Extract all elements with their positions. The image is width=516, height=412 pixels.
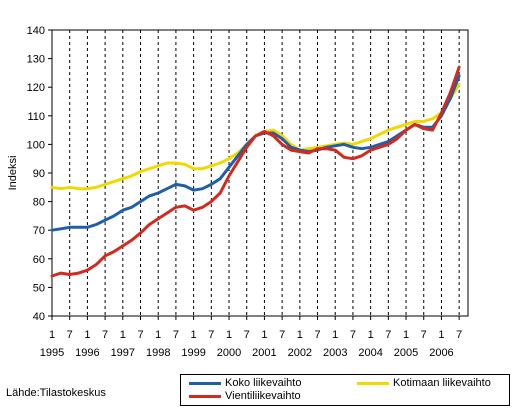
x-tick-label-month: 7: [67, 329, 73, 341]
y-tick-label: 120: [27, 82, 45, 94]
x-tick-label-year: 2003: [323, 347, 347, 359]
x-tick-label-year: 1997: [111, 347, 135, 359]
x-tick-label-month: 1: [49, 329, 55, 341]
legend-label-koko: Koko liikevaihto: [225, 377, 302, 389]
x-tick-label-month: 1: [191, 329, 197, 341]
y-tick-label: 130: [27, 54, 45, 66]
legend-label-kotimaan: Kotimaan liikevaihto: [393, 377, 491, 389]
y-axis-label: Indeksi: [7, 156, 19, 191]
legend-item-vienti: Vientiliikevaihto: [189, 390, 301, 402]
x-tick-label-month: 7: [456, 329, 462, 341]
x-tick-label-year: 2002: [288, 347, 312, 359]
x-tick-label-month: 7: [137, 329, 143, 341]
series-line-vienti: [50, 65, 461, 278]
x-tick-label-month: 1: [332, 329, 338, 341]
x-tick-label-year: 1996: [75, 347, 99, 359]
x-tick-label-year: 2005: [394, 347, 418, 359]
y-tick-label: 110: [27, 111, 45, 123]
x-tick-label-year: 1995: [40, 347, 64, 359]
x-tick-label-month: 7: [208, 329, 214, 341]
x-tick-label-year: 2001: [252, 347, 276, 359]
x-tick-label-month: 1: [368, 329, 374, 341]
x-tick-label-month: 7: [385, 329, 391, 341]
y-axis: 40 50 60 70 80 90 100 110 120 130 140: [27, 25, 52, 323]
x-tick-label-month: 7: [279, 329, 285, 341]
x-tick-label-year: 2004: [358, 347, 382, 359]
legend-label-vienti: Vientiliikevaihto: [225, 390, 301, 402]
x-tick-label-month: 1: [120, 329, 126, 341]
x-tick-label-year: 2000: [217, 347, 241, 359]
x-tick-label-month: 1: [261, 329, 267, 341]
x-tick-label-year: 2006: [429, 347, 453, 359]
legend-swatch-kotimaan: [357, 381, 389, 385]
x-tick-label-month: 7: [314, 329, 320, 341]
y-tick-label: 140: [27, 25, 45, 37]
y-tick-label: 70: [33, 225, 45, 237]
y-tick-label: 40: [33, 311, 45, 323]
x-tick-label-month: 1: [297, 329, 303, 341]
x-tick-label-month: 7: [244, 329, 250, 341]
legend: Koko liikevaihto Kotimaan liikevaihto Vi…: [180, 374, 510, 406]
x-tick-label-month: 1: [403, 329, 409, 341]
legend-swatch-koko: [189, 381, 221, 385]
series-line-koko: [50, 74, 461, 232]
y-tick-label: 100: [27, 139, 45, 151]
legend-swatch-vienti: [189, 394, 221, 398]
x-tick-label-month: 1: [438, 329, 444, 341]
x-tick-label-month: 7: [102, 329, 108, 341]
vertical-gridlines: [69, 30, 460, 316]
y-tick-label: 60: [33, 254, 45, 266]
x-tick-label-month: 7: [350, 329, 356, 341]
source-note: Lähde:Tilastokeskus: [6, 387, 106, 399]
x-tick-label-month: 7: [173, 329, 179, 341]
x-tick-label-month: 7: [421, 329, 427, 341]
y-tick-label: 80: [33, 197, 45, 209]
x-tick-label-month: 1: [84, 329, 90, 341]
x-tick-label-month: 1: [226, 329, 232, 341]
series-lines: [50, 65, 461, 278]
legend-item-koko: Koko liikevaihto: [189, 377, 301, 389]
y-tick-label: 50: [33, 282, 45, 294]
legend-item-kotimaan: Kotimaan liikevaihto: [357, 377, 491, 389]
y-tick-label: 90: [33, 168, 45, 180]
x-tick-label-year: 1998: [146, 347, 170, 359]
x-tick-label-month: 1: [155, 329, 161, 341]
x-tick-label-year: 1999: [181, 347, 205, 359]
